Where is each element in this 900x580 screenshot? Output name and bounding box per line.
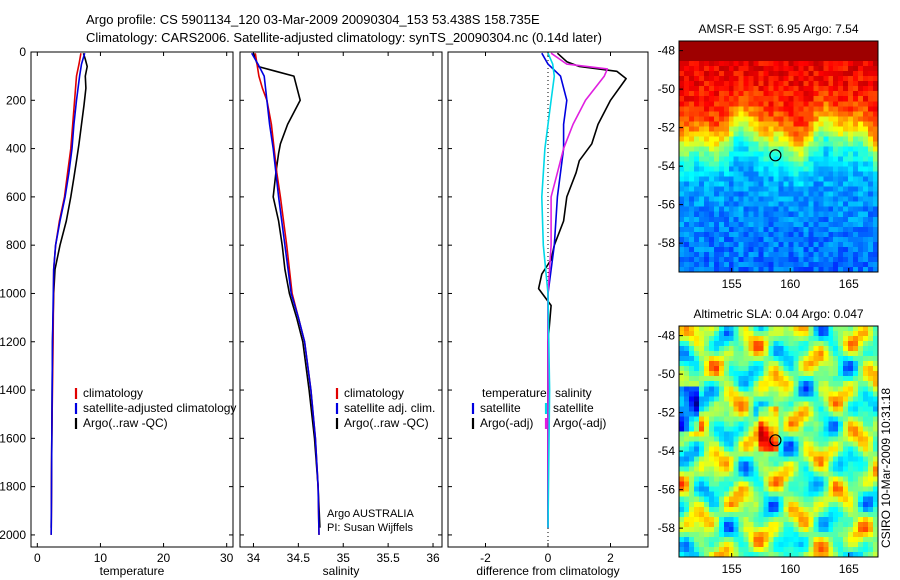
temperature-xtick-label: 0 <box>34 551 41 565</box>
salinity-xtick-label: 34.5 <box>287 551 311 565</box>
salinity-plot: 34 34.5 35 35.5 36 salinity climatologysatelli… <box>239 51 443 578</box>
sst-map-argo-marker <box>769 149 782 162</box>
temperature-ytick-label: 800 <box>6 238 26 252</box>
sst-map-ytick-label: -48 <box>658 44 676 58</box>
sla-map-ytick-label: -48 <box>658 329 676 343</box>
temperature-axes-frame <box>30 51 234 548</box>
plots-layer: 0 10 20 30020040060080010001200140016001800… <box>0 22 879 578</box>
salinity-legend-item: climatology <box>344 386 404 400</box>
sla-map-xtick-label: 165 <box>839 562 859 576</box>
temperature-ytick-label: 1000 <box>0 286 26 300</box>
header-line-2: Climatology: CARS2006. Satellite-adjuste… <box>86 30 602 45</box>
temperature-ytick-label: 0 <box>19 45 26 59</box>
sst-map-xtick-label: 160 <box>780 277 800 291</box>
sst-map-xtick-label: 155 <box>722 277 742 291</box>
salinity-legend-item: satellite adj. clim. <box>344 401 435 415</box>
difference-series-temperature-satellite <box>541 52 568 528</box>
temperature-ytick-label: 400 <box>6 142 26 156</box>
temperature-ytick-label: 1600 <box>0 431 26 445</box>
temperature-series-satellite-adjusted-climatology <box>50 52 86 535</box>
sst-map-ytick-label: -58 <box>658 236 676 250</box>
temperature-ytick-label: 1400 <box>0 383 26 397</box>
credit-label: CSIRO 10-Mar-2009 10:31:18 <box>879 388 893 548</box>
sla-map-ytick-label: -58 <box>658 521 676 535</box>
salinity-xtick-label: 36 <box>426 551 440 565</box>
difference-series-salinity-satellite <box>540 52 556 528</box>
temperature-series-argo-raw-qc- <box>50 52 88 528</box>
sla-map-title: Altimetric SLA: 0.04 Argo: 0.047 <box>693 307 863 321</box>
temperature-ytick-label: 600 <box>6 190 26 204</box>
salinity-series-argo-raw-qc- <box>252 52 321 528</box>
sst-map-plot: 155 160 165 -48 -50 -52 -54 -56 -58 AMSR-E SST: 6… <box>658 22 879 291</box>
salinity-xtick-label: 35.5 <box>376 551 400 565</box>
sla-map-xtick-label: 160 <box>780 562 800 576</box>
sla-map-ytick-label: -54 <box>658 444 676 458</box>
sst-map-ytick-label: -54 <box>658 159 676 173</box>
difference-legend-item: Argo(-adj) <box>553 416 606 430</box>
difference-legend-item: satellite <box>553 401 594 415</box>
temperature-ytick-label: 1800 <box>0 480 26 494</box>
difference-xtick-label: -2 <box>480 551 491 565</box>
difference-legend-item: Argo(-adj) <box>480 416 533 430</box>
salinity-axes-frame <box>239 51 443 548</box>
temperature-legend-item: satellite-adjusted climatology <box>83 401 236 415</box>
sst-map-field <box>679 41 879 273</box>
salinity-series-satellite-adj-clim- <box>251 52 320 535</box>
temperature-ytick-label: 200 <box>6 93 26 107</box>
difference-legend-item: satellite <box>480 401 521 415</box>
salinity-xlabel: salinity <box>323 564 360 578</box>
temperature-xtick-label: 10 <box>94 551 108 565</box>
difference-legend-title: salinity <box>555 386 592 400</box>
temperature-legend-item: Argo(..raw -QC) <box>83 416 168 430</box>
temperature-xlabel: temperature <box>100 564 165 578</box>
temperature-plot: 0 10 20 30 0 200 400 600 800 1000 1200 1400 1600 1800… <box>0 45 236 578</box>
sla-map-ytick-label: -56 <box>658 483 676 497</box>
salinity-xtick-label: 34 <box>247 551 261 565</box>
temperature-xtick-label: 20 <box>157 551 171 565</box>
temperature-xtick-label: 30 <box>220 551 234 565</box>
difference-xtick-label: 0 <box>545 551 552 565</box>
sst-map-ytick-label: -52 <box>658 121 676 135</box>
difference-xtick-label: 2 <box>607 551 614 565</box>
salinity-xtick-label: 35 <box>337 551 351 565</box>
sla-map-axes-frame <box>678 325 879 558</box>
sla-map-field <box>679 326 879 558</box>
temperature-ytick-label: 2000 <box>0 528 26 542</box>
sla-map-ytick-label: -52 <box>658 406 676 420</box>
sst-map-ytick-label: -56 <box>658 198 676 212</box>
sla-map-argo-marker <box>769 434 782 447</box>
sst-map-title: AMSR-E SST: 6.95 Argo: 7.54 <box>698 22 858 36</box>
difference-series-temperature-argo-adj- <box>537 52 627 528</box>
difference-axes-frame <box>447 51 649 548</box>
temperature-series-climatology <box>50 53 82 535</box>
temperature-legend-item: climatology <box>83 386 143 400</box>
difference-legend-title: temperature <box>482 386 547 400</box>
salinity-annotation: Argo AUSTRALIA <box>327 508 414 520</box>
salinity-legend-item: Argo(..raw -QC) <box>344 416 429 430</box>
sst-map-ytick-label: -50 <box>658 82 676 96</box>
header-line-1: Argo profile: CS 5901134_120 03-Mar-2009… <box>86 12 540 27</box>
salinity-annotation: PI: Susan Wijffels <box>327 522 413 534</box>
difference-series-salinity-argo-adj- <box>547 52 609 528</box>
sla-map-plot: 155 160 165 -48 -50 -52 -54 -56 -58 Altimetric SL… <box>658 307 879 576</box>
sla-map-xtick-label: 155 <box>722 562 742 576</box>
temperature-ytick-label: 1200 <box>0 335 26 349</box>
sst-map-axes-frame <box>678 40 879 273</box>
sst-map-xtick-label: 165 <box>839 277 859 291</box>
difference-xlabel: difference from climatology <box>476 564 619 578</box>
sla-map-ytick-label: -50 <box>658 367 676 381</box>
